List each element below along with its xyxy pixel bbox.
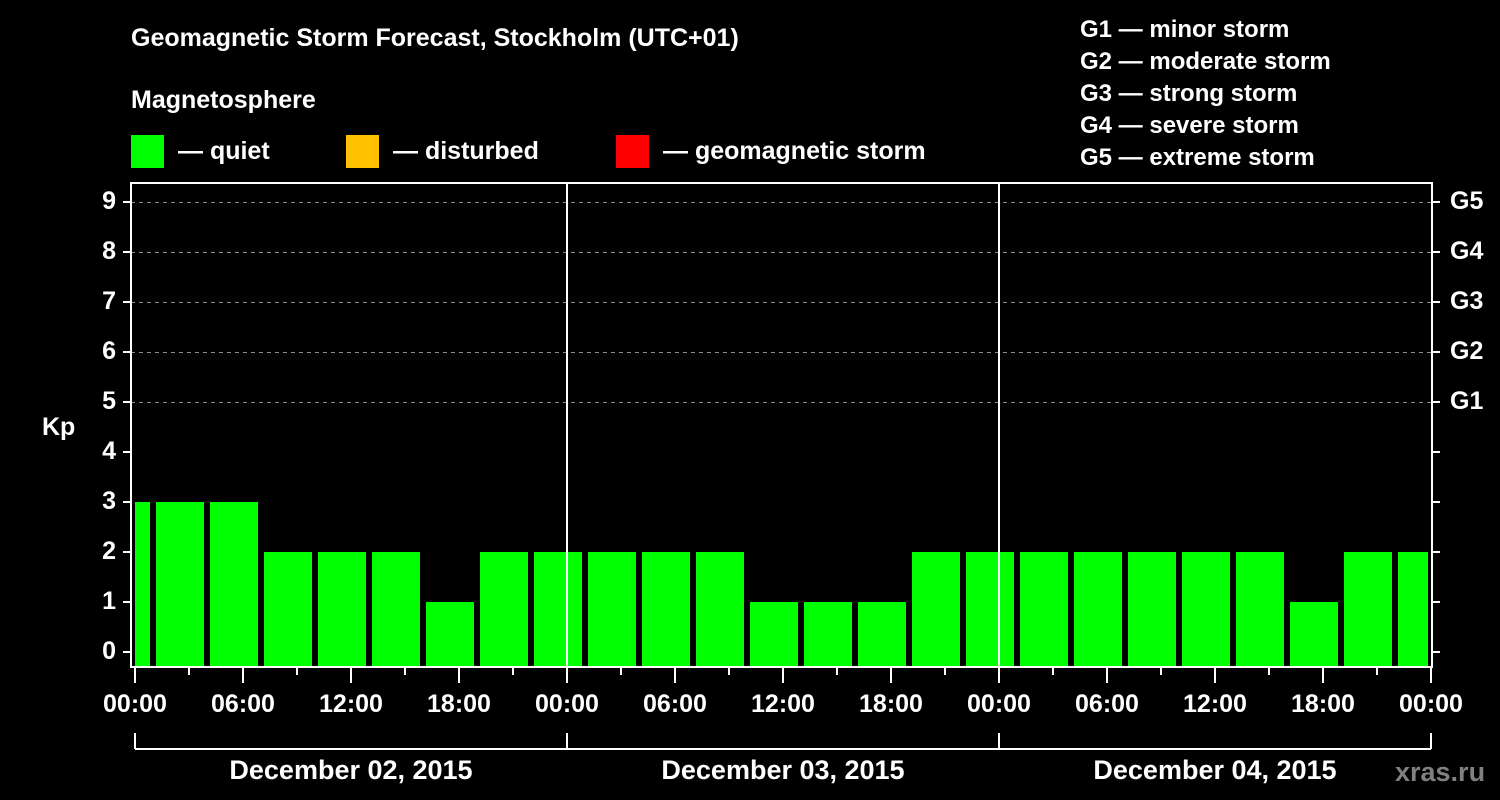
storm-scale-legend: G1 — minor storm G2 — moderate storm G3 … (1080, 14, 1331, 174)
x-tick-label: 06:00 (211, 690, 275, 718)
y-tick-label: 8 (102, 237, 116, 265)
kp-bar (1074, 552, 1122, 667)
chart-title: Geomagnetic Storm Forecast, Stockholm (U… (131, 24, 739, 52)
kp-bar (318, 552, 366, 667)
x-tick-label: 00:00 (103, 690, 167, 718)
legend-label-disturbed: — disturbed (393, 136, 539, 165)
kp-bar (156, 502, 204, 667)
g-scale-label: G2 (1450, 337, 1484, 365)
g5-legend: G5 — extreme storm (1080, 144, 1315, 171)
x-tick-label: 12:00 (751, 690, 815, 718)
kp-bar (1020, 552, 1068, 667)
x-tick-label: 18:00 (859, 690, 923, 718)
x-tick-label: 00:00 (1399, 690, 1463, 718)
y-tick-label: 1 (102, 587, 116, 615)
disturbed-swatch (346, 134, 379, 168)
plot-frame (130, 182, 1433, 668)
quiet-swatch (131, 134, 164, 168)
chart-subtitle: Magnetosphere (131, 86, 316, 114)
kp-bar (750, 602, 798, 667)
kp-bar (1236, 552, 1284, 667)
y-tick-label: 4 (102, 437, 116, 465)
x-tick-label: 06:00 (1075, 690, 1139, 718)
date-label: December 02, 2015 (229, 755, 473, 785)
kp-bar (426, 602, 474, 667)
kp-bar (210, 502, 258, 667)
g-scale-label: G4 (1450, 237, 1484, 265)
legend-label-quiet: — quiet (178, 136, 270, 165)
y-tick-label: 9 (102, 187, 116, 215)
kp-bar (642, 552, 690, 667)
g-scale-label: G1 (1450, 387, 1484, 415)
kp-bar (264, 552, 312, 667)
kp-bar (1344, 552, 1392, 667)
y-tick-label: 6 (102, 337, 116, 365)
y-tick-label: 7 (102, 287, 116, 315)
kp-bar (480, 552, 528, 667)
x-tick-label: 00:00 (967, 690, 1031, 718)
legend-label-storm: — geomagnetic storm (663, 136, 926, 165)
kp-bar (696, 552, 744, 667)
legend-storm: — geomagnetic storm (616, 134, 926, 168)
kp-bar (1128, 552, 1176, 667)
x-tick-label: 12:00 (319, 690, 383, 718)
x-tick-label: 12:00 (1183, 690, 1247, 718)
g2-legend: G2 — moderate storm (1080, 48, 1331, 75)
g-scale-label: G3 (1450, 287, 1484, 315)
kp-bar (534, 552, 582, 667)
x-tick-label: 18:00 (427, 690, 491, 718)
kp-bar (135, 502, 150, 667)
date-label: December 03, 2015 (661, 755, 905, 785)
kp-bar (588, 552, 636, 667)
date-label: December 04, 2015 (1093, 755, 1337, 785)
y-tick-label: 5 (102, 387, 116, 415)
kp-bar (858, 602, 906, 667)
y-tick-label: 3 (102, 487, 116, 515)
kp-bar (804, 602, 852, 667)
kp-bar (966, 552, 1014, 667)
g-scale-label: G5 (1450, 187, 1484, 215)
kp-bar (372, 552, 420, 667)
y-tick-label: 2 (102, 537, 116, 565)
g1-legend: G1 — minor storm (1080, 16, 1290, 43)
kp-bar (1290, 602, 1338, 667)
kp-bar (1182, 552, 1230, 667)
legend-disturbed: — disturbed (346, 134, 539, 168)
kp-bar (912, 552, 960, 667)
y-axis-label: Kp (42, 413, 76, 441)
storm-swatch (616, 134, 649, 168)
legend-quiet: — quiet (131, 134, 270, 168)
watermark: xras.ru (1395, 757, 1486, 787)
x-tick-label: 06:00 (643, 690, 707, 718)
kp-bar (1398, 552, 1428, 667)
y-tick-label: 0 (102, 637, 116, 665)
x-tick-label: 00:00 (535, 690, 599, 718)
g3-legend: G3 — strong storm (1080, 80, 1298, 107)
x-tick-label: 18:00 (1291, 690, 1355, 718)
g4-legend: G4 — severe storm (1080, 112, 1299, 139)
